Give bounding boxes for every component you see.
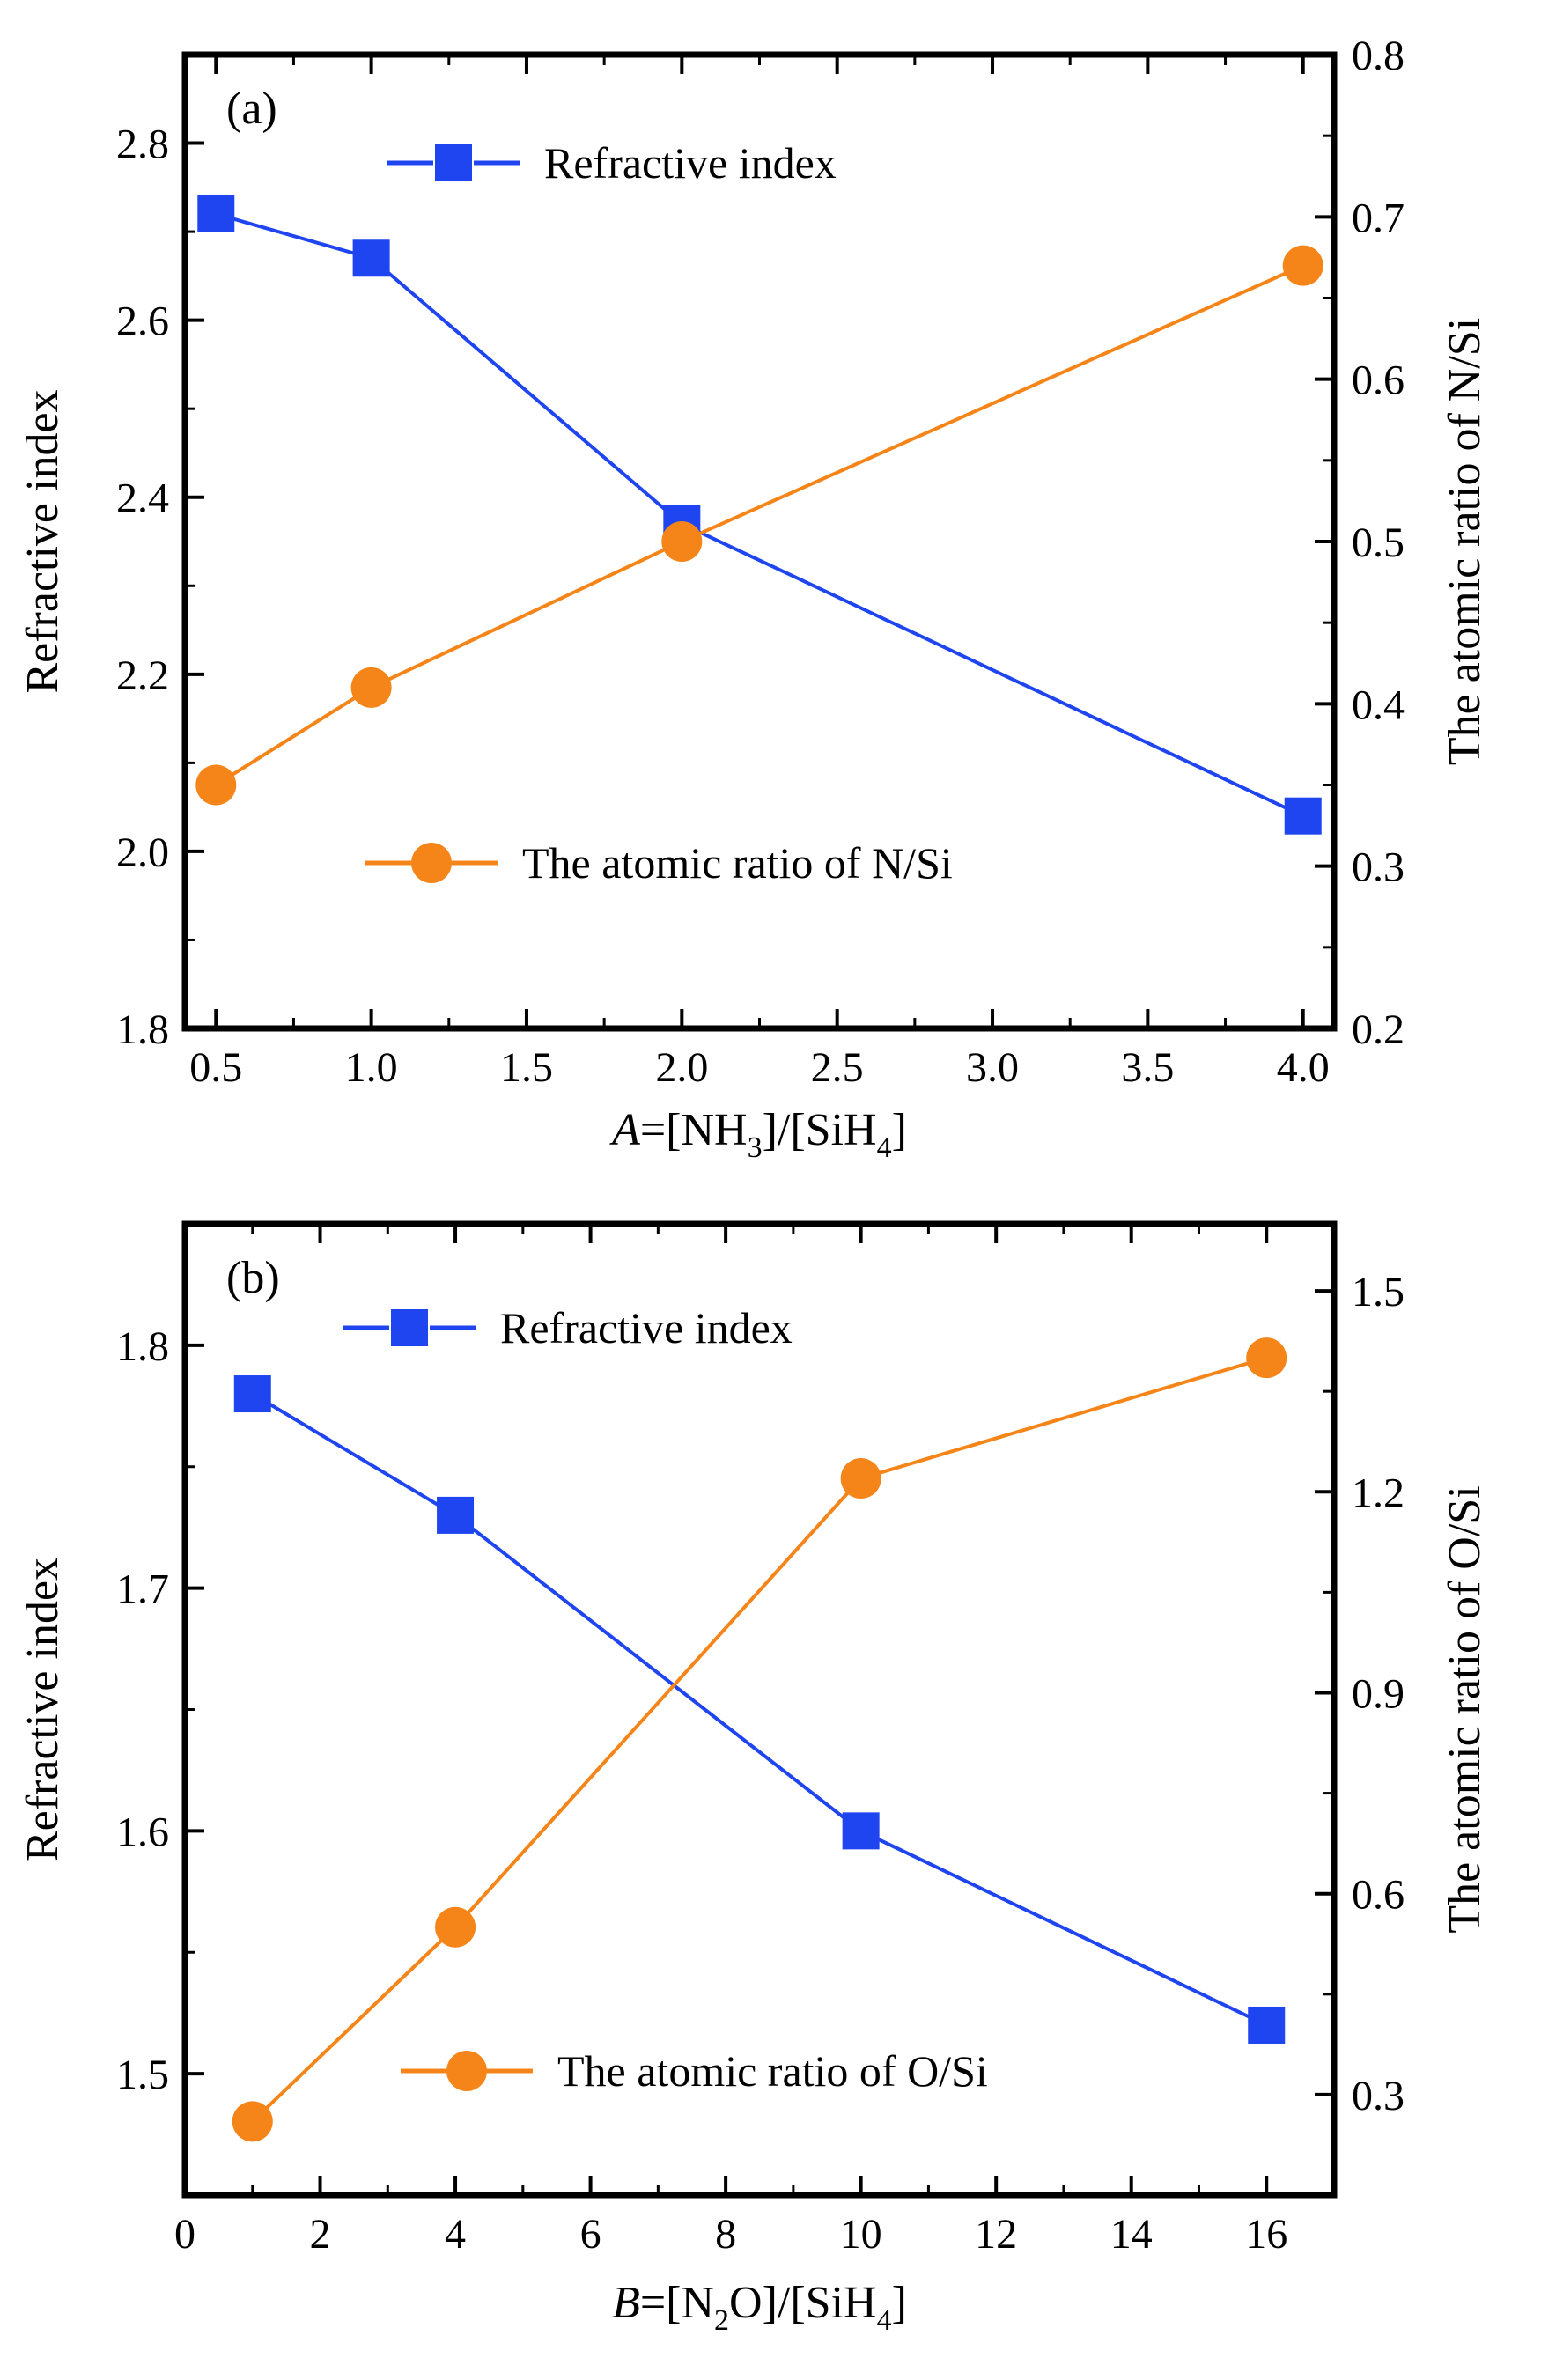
y-right-tick-label: 1.5: [1352, 1269, 1405, 1315]
y-left-tick-label: 2.4: [116, 475, 169, 522]
y-left-axis-title: Refractive index: [18, 1558, 68, 1861]
x-axis-title-subscript: 4: [877, 1131, 892, 1164]
x-axis-title-variable: A: [609, 1105, 640, 1155]
y-right-tick-label: 0.9: [1352, 1670, 1405, 1717]
x-axis-title-part: =[NH: [640, 1105, 748, 1155]
x-axis-title: B=[N2O]/[SiH4]: [612, 2278, 907, 2337]
y-right-tick-label: 0.7: [1352, 195, 1405, 241]
y-left-tick-label: 1.7: [116, 1566, 169, 1613]
data-point-refractive-index: [842, 1812, 880, 1850]
series-line-refractive-index: [251, 1392, 1268, 2027]
x-tick-label: 2: [310, 2211, 331, 2258]
x-tick-label: 0.5: [189, 1044, 242, 1091]
y-right-axis-title: The atomic ratio of O/Si: [1440, 1485, 1490, 1933]
y-left-tick-label: 1.8: [116, 1006, 169, 1053]
y-left-tick-label: 2.6: [116, 298, 169, 345]
x-axis-title-part: ]: [892, 2278, 907, 2328]
plot-frame: [181, 51, 1338, 1032]
x-axis-title-part: O]/[SiH: [729, 2278, 877, 2328]
data-point-refractive-index: [437, 1496, 475, 1534]
y-right-tick-label: 0.4: [1352, 682, 1405, 728]
y-left-tick-label: 2.8: [116, 122, 169, 168]
series-line-refractive-index: [215, 212, 1304, 818]
data-point-atomic-ratio: [1246, 1337, 1287, 1379]
y-left-tick-label: 2.0: [116, 829, 169, 876]
data-point-atomic-ratio: [661, 521, 703, 562]
x-tick-label: 1.0: [345, 1044, 398, 1091]
chart-panel-a: 0.5 1.0 1.5 2.0 2.5 3.0 3.5 4.0 1.8 2.0 2.2 2.4 2.6 2…: [18, 33, 1490, 1164]
data-point-atomic-ratio: [232, 2101, 273, 2142]
series-line-atomic-ratio: [215, 263, 1304, 787]
x-tick-label: 0: [174, 2211, 195, 2258]
x-axis-title-part: =[N: [640, 2278, 714, 2328]
data-point-atomic-ratio: [1282, 245, 1323, 286]
x-axis-title-subscript: 2: [714, 2304, 729, 2337]
legend-label-atomic-ratio: The atomic ratio of O/Si: [557, 2046, 988, 2096]
y-right-tick-label: 0.2: [1352, 1006, 1405, 1053]
series-line-atomic-ratio: [251, 1356, 1267, 2123]
y-right-tick-label: 0.8: [1352, 33, 1405, 79]
legend-square-marker: [391, 1309, 428, 1346]
legend-label-atomic-ratio: The atomic ratio of N/Si: [522, 838, 953, 888]
legend-circle-marker: [446, 2051, 487, 2091]
y-right-tick-label: 0.6: [1352, 357, 1405, 404]
data-point-refractive-index: [233, 1375, 271, 1413]
x-tick-label: 14: [1110, 2211, 1153, 2258]
panel-label: (a): [226, 84, 277, 134]
data-point-refractive-index: [1284, 797, 1322, 835]
x-tick-label: 2.0: [655, 1044, 708, 1091]
legend-label-refractive-index: Refractive index: [500, 1303, 793, 1352]
y-left-tick-label: 1.5: [116, 2052, 169, 2098]
x-tick-label: 6: [580, 2211, 601, 2258]
data-point-atomic-ratio: [840, 1458, 881, 1499]
x-tick-label: 4.0: [1277, 1044, 1330, 1091]
x-axis-title-subscript: 4: [877, 2304, 892, 2337]
chart-panel-b: 0 2 4 6 8 10 12 14 16 1.5 1.6 1.7 1.8 0.3 0.6 0.9 1.2 1.5…: [18, 1220, 1490, 2337]
x-tick-label: 16: [1245, 2211, 1287, 2258]
y-right-tick-label: 1.2: [1352, 1470, 1405, 1516]
y-right-tick-label: 0.3: [1352, 844, 1405, 891]
legend-circle-marker: [411, 843, 452, 883]
y-right-tick-label: 0.6: [1352, 1872, 1405, 1919]
legend-square-marker: [435, 144, 472, 181]
y-left-axis-title: Refractive index: [18, 389, 68, 693]
data-point-atomic-ratio: [350, 667, 392, 708]
plot-frame: [181, 1220, 1338, 2199]
x-axis-title-part: ]: [892, 1105, 907, 1155]
x-tick-label: 3.5: [1121, 1044, 1174, 1091]
x-tick-label: 10: [840, 2211, 882, 2258]
data-point-atomic-ratio: [435, 1906, 476, 1948]
y-right-axis-title: The atomic ratio of N/Si: [1440, 318, 1490, 765]
x-axis-title-variable: B: [612, 2278, 640, 2328]
y-left-tick-label: 1.6: [116, 1809, 169, 1855]
data-point-refractive-index: [1248, 2006, 1286, 2044]
x-tick-label: 8: [715, 2211, 736, 2258]
x-axis-title-part: ]/[SiH: [763, 1105, 877, 1155]
x-tick-label: 1.5: [500, 1044, 553, 1091]
y-right-tick-label: 0.5: [1352, 519, 1405, 566]
data-point-refractive-index: [197, 195, 235, 232]
panel-label: (b): [226, 1253, 280, 1303]
x-tick-label: 4: [445, 2211, 466, 2258]
x-axis-title: A=[NH3]/[SiH4]: [609, 1105, 907, 1164]
y-right-tick-label: 0.3: [1352, 2073, 1405, 2119]
legend-label-refractive-index: Refractive index: [544, 138, 837, 188]
data-point-refractive-index: [352, 239, 390, 277]
y-left-tick-label: 1.8: [116, 1323, 169, 1370]
x-axis-title-subscript: 3: [748, 1131, 763, 1164]
x-tick-label: 12: [975, 2211, 1017, 2258]
x-tick-label: 3.0: [966, 1044, 1019, 1091]
y-left-tick-label: 2.2: [116, 652, 169, 699]
x-tick-label: 2.5: [811, 1044, 864, 1091]
data-point-atomic-ratio: [195, 764, 237, 806]
